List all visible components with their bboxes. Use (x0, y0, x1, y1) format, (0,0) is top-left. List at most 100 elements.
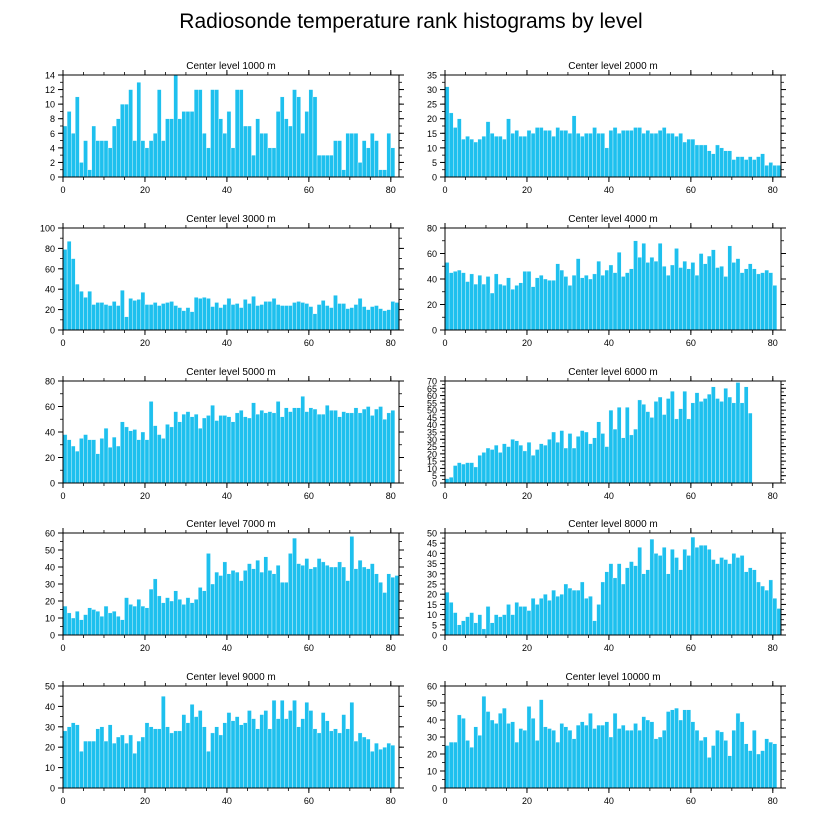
histogram-bar (653, 738, 659, 789)
histogram-bar (457, 462, 462, 484)
chart-panel-8: Center level 8000 m051015202530354045500… (427, 519, 786, 653)
histogram-bar (161, 140, 166, 178)
histogram-bar (657, 130, 663, 178)
histogram-bar (349, 133, 355, 178)
histogram-bar (62, 249, 68, 331)
histogram-bar (128, 89, 133, 178)
histogram-bar (707, 393, 712, 484)
histogram-bar (637, 127, 642, 178)
histogram-bar (316, 304, 322, 331)
histogram-bar (111, 742, 117, 789)
histogram-bar (457, 714, 462, 789)
histogram-bar (752, 730, 757, 789)
histogram-bar (563, 583, 569, 636)
histogram-bar (633, 240, 638, 331)
histogram-bar (653, 401, 659, 484)
y-tick-label: 25 (427, 100, 437, 110)
y-tick-label: 30 (427, 569, 437, 579)
histogram-bar (612, 272, 618, 331)
histogram-bar (202, 133, 207, 178)
histogram-bar (296, 96, 301, 178)
histogram-bar (71, 445, 76, 484)
histogram-bar (571, 589, 577, 636)
y-tick-label: 60 (45, 529, 55, 539)
histogram-bar (292, 700, 297, 789)
histogram-bar (682, 260, 687, 331)
y-tick-label: 10 (45, 763, 55, 773)
histogram-bar (776, 608, 782, 636)
histogram-bar (255, 728, 260, 789)
histogram-bar (267, 728, 273, 789)
histogram-bar (629, 268, 634, 331)
histogram-bar (193, 89, 199, 178)
histogram-bar (91, 609, 96, 636)
histogram-bar (312, 313, 318, 331)
histogram-bar (333, 410, 338, 484)
histogram-bar (378, 749, 383, 789)
histogram-bar (637, 547, 642, 636)
histogram-bar (341, 169, 346, 178)
histogram-bar (193, 413, 199, 484)
x-tick-label: 40 (604, 185, 614, 195)
x-tick-label: 20 (140, 643, 150, 653)
histogram-bar (473, 283, 478, 331)
histogram-bar (526, 130, 532, 178)
histogram-bar (592, 437, 597, 484)
histogram-bar (71, 722, 76, 789)
histogram-bar (735, 713, 741, 789)
histogram-bar (616, 133, 622, 178)
histogram-bar (206, 298, 211, 331)
histogram-bar (222, 561, 228, 636)
histogram-bar (279, 700, 285, 789)
histogram-bar (661, 266, 667, 331)
histogram-bar (341, 566, 346, 636)
y-tick-label: 12 (45, 85, 55, 95)
histogram-bar (308, 407, 314, 484)
x-tick-label: 60 (686, 643, 696, 653)
histogram-bar (300, 302, 305, 331)
histogram-bar (735, 258, 741, 331)
histogram-bar (275, 565, 281, 636)
histogram-bar (539, 274, 544, 331)
histogram-bar (210, 583, 215, 636)
histogram-bar (386, 309, 391, 331)
histogram-bar (263, 556, 269, 636)
histogram-bar (485, 276, 491, 331)
histogram-bar (547, 600, 552, 636)
histogram-bar (502, 138, 507, 178)
histogram-bar (702, 398, 708, 484)
y-tick-label: 15 (427, 600, 437, 610)
histogram-bar (75, 283, 80, 331)
histogram-bar (161, 602, 166, 636)
histogram-bar (116, 118, 121, 178)
histogram-bar (596, 260, 601, 331)
panel-title: Center level 3000 m (186, 214, 276, 225)
histogram-bar (543, 130, 548, 178)
histogram-bar (308, 89, 314, 178)
histogram-bar (768, 272, 773, 331)
histogram-bar (279, 582, 285, 636)
histogram-bar (748, 263, 753, 331)
x-tick-label: 80 (386, 338, 396, 348)
histogram-bar (551, 136, 556, 178)
histogram-bar (267, 411, 273, 484)
histogram-bar (534, 449, 540, 484)
histogram-bar (641, 133, 646, 178)
histogram-bar (296, 563, 301, 636)
histogram-bar (465, 616, 470, 636)
panel-title: Center level 1000 m (186, 61, 276, 72)
histogram-bar (132, 753, 137, 789)
histogram-bar (629, 434, 634, 484)
y-tick-label: 65 (427, 384, 437, 394)
histogram-bar (711, 249, 716, 331)
histogram-bar (748, 156, 753, 178)
histogram-bar (288, 710, 293, 789)
histogram-bar (214, 420, 219, 484)
histogram-bar (694, 144, 700, 178)
histogram-bar (169, 600, 174, 636)
histogram-bar (604, 147, 610, 178)
histogram-bar (612, 577, 618, 636)
histogram-bar (584, 431, 589, 484)
histogram-bar (481, 136, 487, 178)
histogram-bar (124, 597, 129, 636)
